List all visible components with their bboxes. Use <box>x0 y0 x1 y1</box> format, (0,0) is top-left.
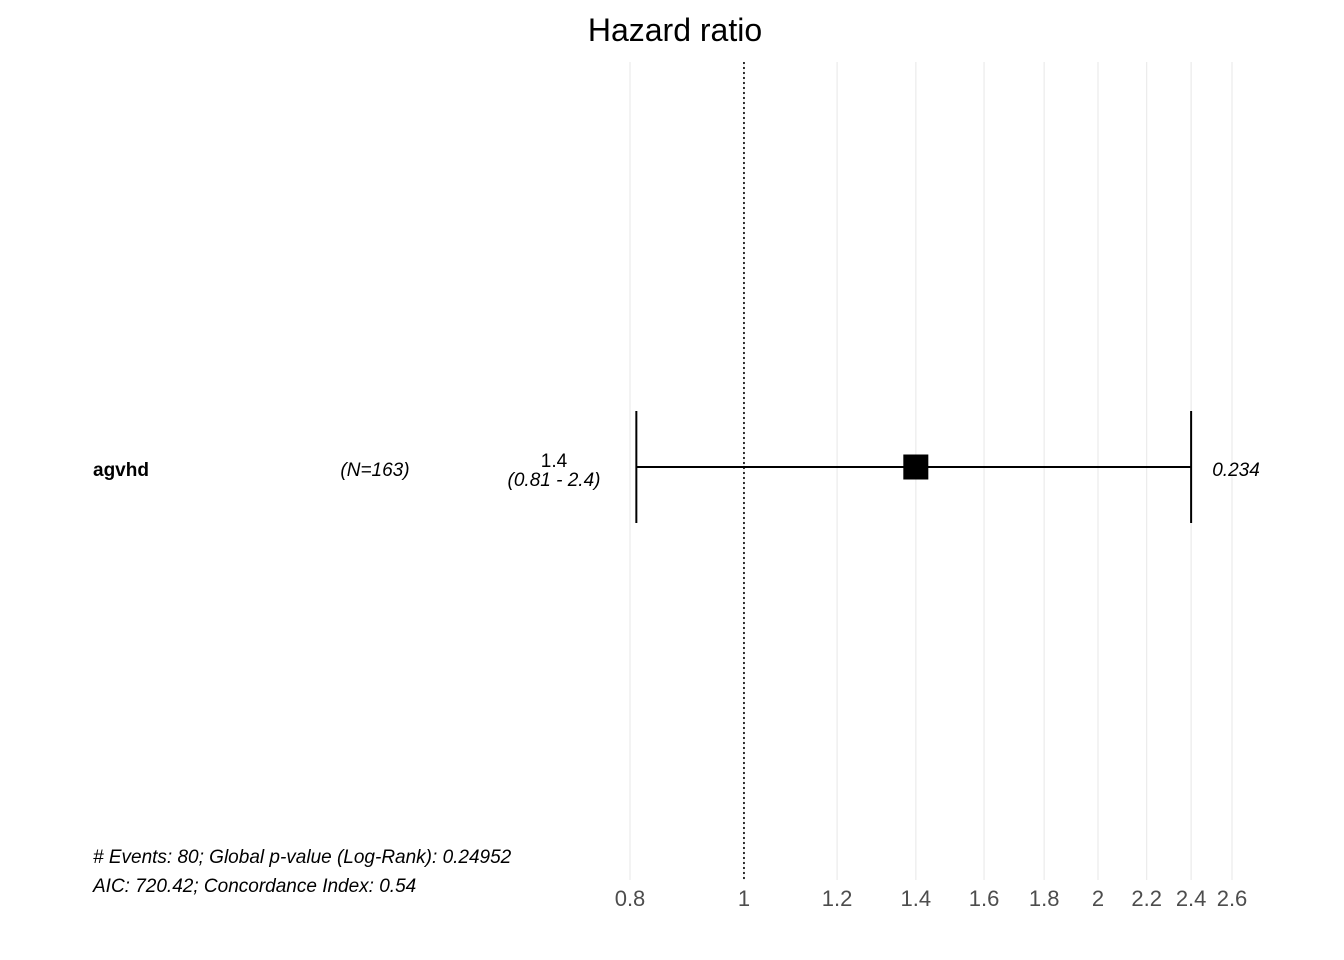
x-tick-label: 2 <box>1092 886 1104 911</box>
footer-aic: AIC: 720.42; Concordance Index: 0.54 <box>92 876 416 897</box>
row-ci-label: (0.81 - 2.4) <box>508 470 601 491</box>
row-n-label: (N=163) <box>340 460 409 481</box>
grid-lines <box>629 62 1233 880</box>
x-tick-label: 2.4 <box>1176 886 1207 911</box>
x-tick-label: 1.6 <box>969 886 1000 911</box>
x-tick-label: 1.2 <box>822 886 853 911</box>
x-tick-label: 2.6 <box>1217 886 1248 911</box>
x-tick-label: 0.8 <box>615 886 646 911</box>
forest-row: agvhd (N=163) 1.4(0.81 - 2.4) 0.234 <box>93 411 1260 523</box>
hr-point <box>903 454 929 480</box>
forest-rows: agvhd (N=163) 1.4(0.81 - 2.4) 0.234 <box>93 411 1260 523</box>
footer-events: # Events: 80; Global p-value (Log-Rank):… <box>93 847 512 868</box>
chart-title: Hazard ratio <box>588 12 762 48</box>
row-variable: agvhd <box>93 460 149 481</box>
row-hr-label: 1.4 <box>541 451 568 472</box>
row-p-value: 0.234 <box>1212 460 1260 481</box>
x-tick-label: 2.2 <box>1131 886 1162 911</box>
x-axis-ticks: 0.8 1 1.2 1.4 1.6 1.8 2 2.2 2.4 2.6 <box>615 886 1248 911</box>
x-tick-label: 1 <box>738 886 750 911</box>
x-tick-label: 1.4 <box>901 886 932 911</box>
x-tick-label: 1.8 <box>1029 886 1060 911</box>
